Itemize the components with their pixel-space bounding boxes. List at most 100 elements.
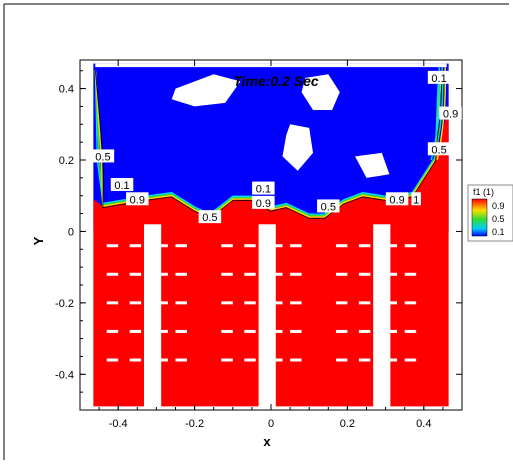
- contour-label-box: [110, 178, 134, 191]
- obstacle-dash: [221, 244, 233, 248]
- x-axis-label: x: [263, 434, 271, 449]
- legend-level-mid: 0.5: [492, 214, 505, 224]
- obstacle-dash: [404, 301, 417, 305]
- obstacle-dash: [221, 272, 233, 276]
- obstacle-dash: [274, 358, 283, 362]
- y-tick-label: 0.4: [59, 84, 74, 96]
- obstacle-dash: [244, 301, 256, 305]
- gas-bubble: [355, 152, 390, 178]
- contour-label-layer: 0.10.90.50.50.10.90.50.10.9 0.50.9 1: [91, 70, 462, 224]
- legend-colorbar: [471, 198, 488, 237]
- obstacle-dash: [106, 301, 119, 305]
- obstacle-dash: [244, 244, 256, 248]
- obstacle-column: [143, 224, 162, 410]
- obstacle-dash: [106, 244, 119, 248]
- y-tick-label: -0.4: [55, 369, 74, 381]
- obstacle-dash: [274, 329, 283, 333]
- obstacle-dash: [160, 358, 168, 362]
- obstacle-dash: [244, 358, 256, 362]
- field-layer: [93, 63, 449, 410]
- obstacle-dash: [389, 272, 398, 276]
- obstacle-dash: [160, 244, 168, 248]
- obstacle-column: [258, 224, 276, 410]
- obstacle-dash: [221, 358, 233, 362]
- obstacle-dash: [290, 244, 302, 248]
- x-tick-label: 0.2: [340, 418, 355, 430]
- obstacle-dash: [106, 329, 119, 333]
- contour-label: 0.1: [431, 73, 446, 85]
- obstacle-dash: [221, 301, 233, 305]
- contour-label: 0.5: [202, 212, 217, 224]
- legend-title: f1 (1): [473, 187, 494, 197]
- y-axis-label: Y: [31, 236, 46, 245]
- x-tick-label: -0.2: [185, 418, 204, 430]
- legend-level-high: 0.9: [492, 201, 505, 211]
- obstacle-dash: [358, 301, 371, 305]
- obstacle-dash: [244, 329, 256, 333]
- contour-label: 0.5: [431, 144, 446, 156]
- contour-label-box: [427, 70, 451, 84]
- obstacle-dash: [389, 244, 398, 248]
- axes-layer: -0.4 -0.2 0 0.2 0.4 -0.4 -0.2 0 0.2 0.4: [55, 59, 463, 430]
- contour-label-box: [198, 210, 222, 224]
- obstacle-dash: [244, 272, 256, 276]
- obstacle-dash: [358, 244, 371, 248]
- obstacle-dash: [175, 244, 187, 248]
- obstacle-dash: [404, 244, 417, 248]
- obstacle-dash: [129, 272, 142, 276]
- contour-label-box: [252, 181, 275, 195]
- legend: f1 (1) 0.9 0.5 0.1: [467, 184, 513, 242]
- obstacle-dash: [175, 301, 187, 305]
- contour-label: 0.9: [389, 194, 404, 206]
- obstacle-dash: [129, 358, 142, 362]
- obstacle-dash: [274, 272, 283, 276]
- obstacle-dash: [358, 329, 371, 333]
- obstacle-dash: [175, 358, 187, 362]
- obstacle-dash: [129, 329, 142, 333]
- obstacle-dash: [404, 358, 417, 362]
- obstacle-dash: [221, 329, 233, 333]
- x-tick-label: -0.4: [109, 418, 128, 430]
- contour-label: 0.5: [95, 151, 110, 163]
- contour-label: 0.9: [130, 194, 145, 206]
- contour-label-box: [91, 149, 115, 163]
- obstacle-dash: [290, 301, 302, 305]
- obstacle-column: [373, 224, 391, 410]
- y-tick-label: 0: [68, 226, 74, 238]
- y-tick-label: 0.2: [59, 155, 74, 167]
- obstacle-dash: [129, 244, 142, 248]
- x-tick-label: 0.4: [416, 418, 431, 430]
- obstacle-dash: [129, 301, 142, 305]
- gas-bubble: [301, 74, 340, 110]
- obstacle-dash: [274, 301, 283, 305]
- obstacle-dash: [175, 272, 187, 276]
- gas-bubble: [282, 124, 314, 171]
- contour-label-box: [126, 192, 149, 206]
- obstacle-dash: [404, 272, 417, 276]
- x-tick-label: 0: [268, 418, 274, 430]
- contour-label: 1: [413, 194, 419, 206]
- contour-label-box: [252, 195, 275, 209]
- obstacle-dash: [160, 272, 168, 276]
- contour-label: 0.1: [114, 180, 129, 192]
- contour-label-box: [411, 192, 421, 206]
- obstacle-dash: [335, 244, 348, 248]
- contour-label-box: [317, 199, 340, 213]
- obstacle-dash: [335, 358, 348, 362]
- obstacle-dash: [274, 244, 283, 248]
- obstacle-dash: [335, 272, 348, 276]
- contour-label: 0.9: [443, 109, 458, 121]
- obstacle-dash: [389, 329, 398, 333]
- obstacle-dash: [335, 329, 348, 333]
- chart-title: Time:0.2 Sec: [233, 73, 319, 89]
- obstacle-dash: [358, 358, 371, 362]
- contour-label-box: [385, 192, 409, 206]
- contour-label-box: [427, 142, 451, 156]
- obstacle-dash: [160, 301, 168, 305]
- obstacle-dash: [290, 329, 302, 333]
- obstacle-dash: [290, 358, 302, 362]
- contour-label-box: [439, 106, 462, 120]
- obstacle-dash: [160, 329, 168, 333]
